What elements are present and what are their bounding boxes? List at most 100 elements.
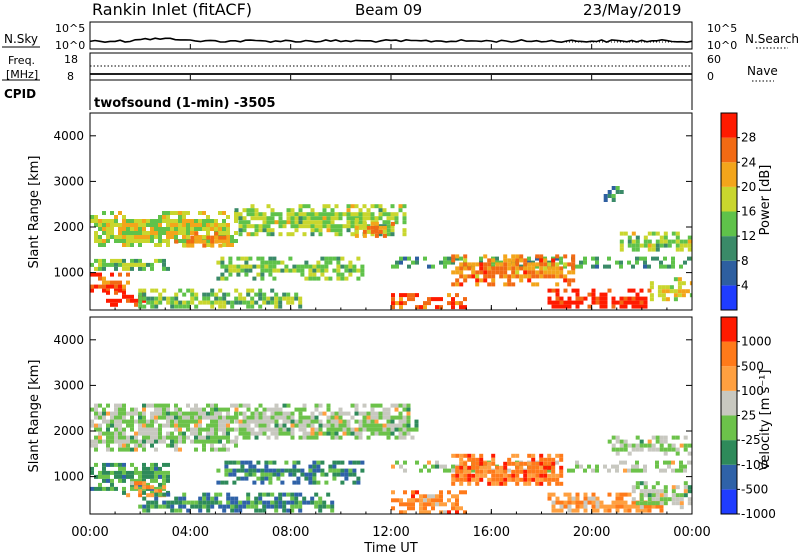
power-cell: [102, 258, 106, 263]
velocity-cell: [308, 468, 313, 473]
velocity-cell: [290, 423, 295, 428]
velocity-cell: [158, 427, 162, 432]
power-cell: [186, 211, 190, 215]
power-cell: [190, 300, 195, 305]
velocity-cell: [515, 465, 520, 470]
velocity-cell: [254, 419, 259, 424]
power-cell: [246, 220, 251, 225]
velocity-cell: [386, 419, 391, 424]
power-cell: [599, 292, 604, 297]
power-cell: [240, 256, 245, 261]
velocity-cell: [431, 506, 435, 511]
velocity-cell: [122, 415, 126, 420]
velocity-cell: [611, 443, 616, 448]
velocity-cell: [595, 500, 600, 505]
power-cell: [154, 304, 159, 309]
velocity-cell: [90, 486, 94, 491]
power-cell: [260, 276, 265, 281]
velocity-cell: [406, 403, 411, 408]
velocity-cell: [352, 480, 357, 485]
power-cell: [110, 227, 114, 231]
velocity-cell: [354, 407, 359, 412]
velocity-cell: [242, 504, 247, 509]
power-cell: [298, 296, 303, 301]
velocity-cell: [591, 500, 596, 505]
velocity-cell: [410, 435, 415, 440]
velocity-cell: [106, 423, 110, 428]
velocity-cell: [250, 415, 255, 420]
power-cell: [643, 260, 647, 265]
power-cell: [292, 268, 297, 273]
power-cell: [222, 304, 227, 309]
velocity-cell: [487, 461, 492, 466]
velocity-cell: [511, 461, 516, 466]
power-cell: [106, 223, 110, 227]
power-cell: [228, 256, 233, 261]
power-cell: [403, 256, 407, 261]
velocity-cell: [687, 497, 692, 502]
velocity-cell: [635, 501, 640, 506]
velocity-cell: [687, 485, 692, 490]
velocity-cell: [354, 435, 359, 440]
power-cell: [118, 258, 122, 263]
velocity-cell: [663, 497, 668, 502]
velocity-cell: [150, 403, 154, 408]
power-cell: [336, 272, 341, 277]
velocity-cell: [639, 443, 644, 448]
velocity-cell: [647, 447, 652, 452]
velocity-cell: [583, 504, 588, 509]
velocity-cell: [330, 419, 335, 424]
power-cell: [611, 296, 616, 301]
power-cell: [230, 239, 234, 243]
power-cell: [390, 221, 395, 226]
power-cell: [328, 260, 333, 265]
velocity-cell: [683, 468, 687, 473]
velocity-cell: [134, 470, 138, 475]
power-cell: [250, 304, 255, 309]
power-cell: [340, 276, 345, 281]
velocity-cell: [659, 447, 664, 452]
velocity-cell: [451, 453, 456, 458]
velocity-cell: [178, 447, 182, 452]
velocity-cell: [439, 494, 443, 499]
velocity-cell: [214, 407, 218, 412]
velocity-cell: [403, 502, 407, 507]
velocity-cell: [619, 447, 624, 452]
velocity-cell: [571, 508, 576, 513]
velocity-cell: [206, 423, 210, 428]
velocity-cell: [455, 453, 460, 458]
velocity-cell: [591, 468, 595, 473]
power-cell: [655, 231, 660, 236]
velocity-cell: [352, 468, 357, 473]
power-cell: [126, 223, 130, 227]
power-cell: [258, 288, 263, 293]
velocity-cell: [318, 427, 323, 432]
power-cell: [102, 231, 106, 235]
velocity-cell: [170, 411, 174, 416]
velocity-cell: [511, 477, 516, 482]
velocity-cell: [234, 419, 239, 424]
velocity-cell: [138, 489, 143, 494]
velocity-cell: [286, 419, 291, 424]
power-cell: [194, 292, 199, 297]
time-tick-label: 08:00: [272, 525, 309, 540]
velocity-cell: [170, 508, 175, 513]
velocity-cell: [559, 457, 564, 462]
velocity-cell: [623, 460, 627, 465]
velocity-cell: [154, 415, 158, 420]
power-cell: [316, 260, 321, 265]
power-cell: [222, 211, 226, 215]
power-cell: [308, 268, 313, 273]
power-cell: [511, 254, 516, 259]
power-cell: [338, 224, 343, 229]
velocity-cell: [102, 431, 106, 436]
velocity-cell: [278, 415, 283, 420]
power-cell: [244, 268, 249, 273]
velocity-cell: [543, 469, 548, 474]
velocity-cell: [328, 464, 333, 469]
velocity-cell: [118, 419, 122, 424]
power-cell: [98, 258, 102, 263]
cpid-label: CPID: [4, 87, 36, 101]
freq-tick-low: 8: [67, 70, 74, 83]
power-cell: [320, 256, 325, 261]
